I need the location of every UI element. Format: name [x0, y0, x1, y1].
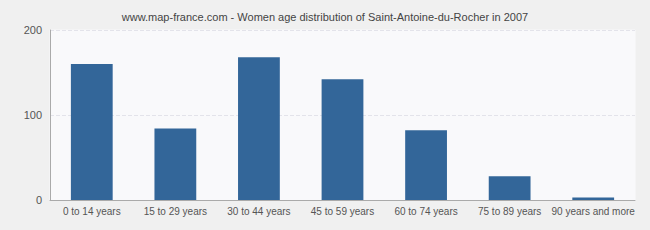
svg-text:30 to 44 years: 30 to 44 years	[227, 206, 290, 217]
svg-text:75 to 89 years: 75 to 89 years	[478, 206, 541, 217]
svg-text:45 to 59 years: 45 to 59 years	[311, 206, 374, 217]
svg-text:100: 100	[24, 109, 42, 121]
svg-text:0 to 14 years: 0 to 14 years	[63, 206, 121, 217]
svg-text:0: 0	[36, 194, 42, 206]
svg-text:200: 200	[24, 24, 42, 36]
svg-text:15 to 29 years: 15 to 29 years	[144, 206, 207, 217]
svg-text:90 years and more: 90 years and more	[552, 206, 636, 217]
svg-text:www.map-france.com - Women age: www.map-france.com - Women age distribut…	[121, 11, 528, 23]
svg-text:60 to 74 years: 60 to 74 years	[394, 206, 457, 217]
